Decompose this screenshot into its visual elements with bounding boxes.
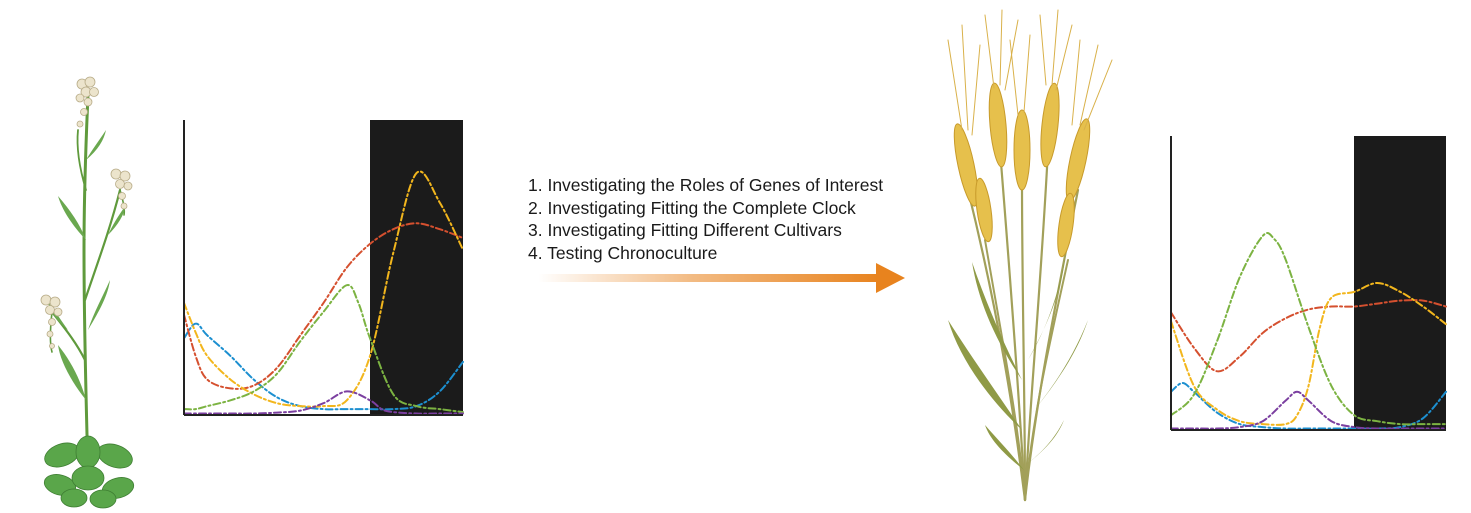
series-line-orange bbox=[183, 170, 464, 408]
series-line-red bbox=[183, 222, 464, 390]
arabidopsis-plant-icon bbox=[40, 76, 135, 509]
series-line-green bbox=[183, 284, 464, 414]
clock-expression-chart-wheat bbox=[1170, 136, 1447, 431]
arrow-head-icon bbox=[876, 263, 905, 293]
step-3: 3. Investigating Fitting Different Culti… bbox=[528, 220, 842, 240]
series-line-purple bbox=[183, 390, 464, 415]
step-4: 4. Testing Chronoculture bbox=[528, 242, 718, 263]
chart-series bbox=[1170, 232, 1447, 430]
series-line-blue bbox=[183, 322, 464, 411]
chart-series bbox=[183, 170, 464, 415]
arrow-shaft bbox=[538, 274, 880, 282]
series-line-green bbox=[1170, 232, 1447, 426]
clock-expression-chart-arabidopsis bbox=[183, 120, 464, 416]
night-shading bbox=[1354, 136, 1446, 430]
series-line-purple bbox=[1170, 390, 1447, 430]
step-2: 2. Investigating Fitting the Complete Cl… bbox=[528, 197, 856, 218]
transfer-arrow bbox=[538, 263, 905, 293]
step-1: 1. Investigating the Roles of Genes of I… bbox=[528, 175, 884, 195]
series-line-red bbox=[1170, 299, 1447, 373]
wheat-plant-icon bbox=[947, 9, 1113, 502]
night-shading bbox=[370, 120, 463, 415]
research-steps-list: 1. Investigating the Roles of Genes of I… bbox=[528, 174, 883, 264]
series-line-orange bbox=[1170, 281, 1447, 426]
